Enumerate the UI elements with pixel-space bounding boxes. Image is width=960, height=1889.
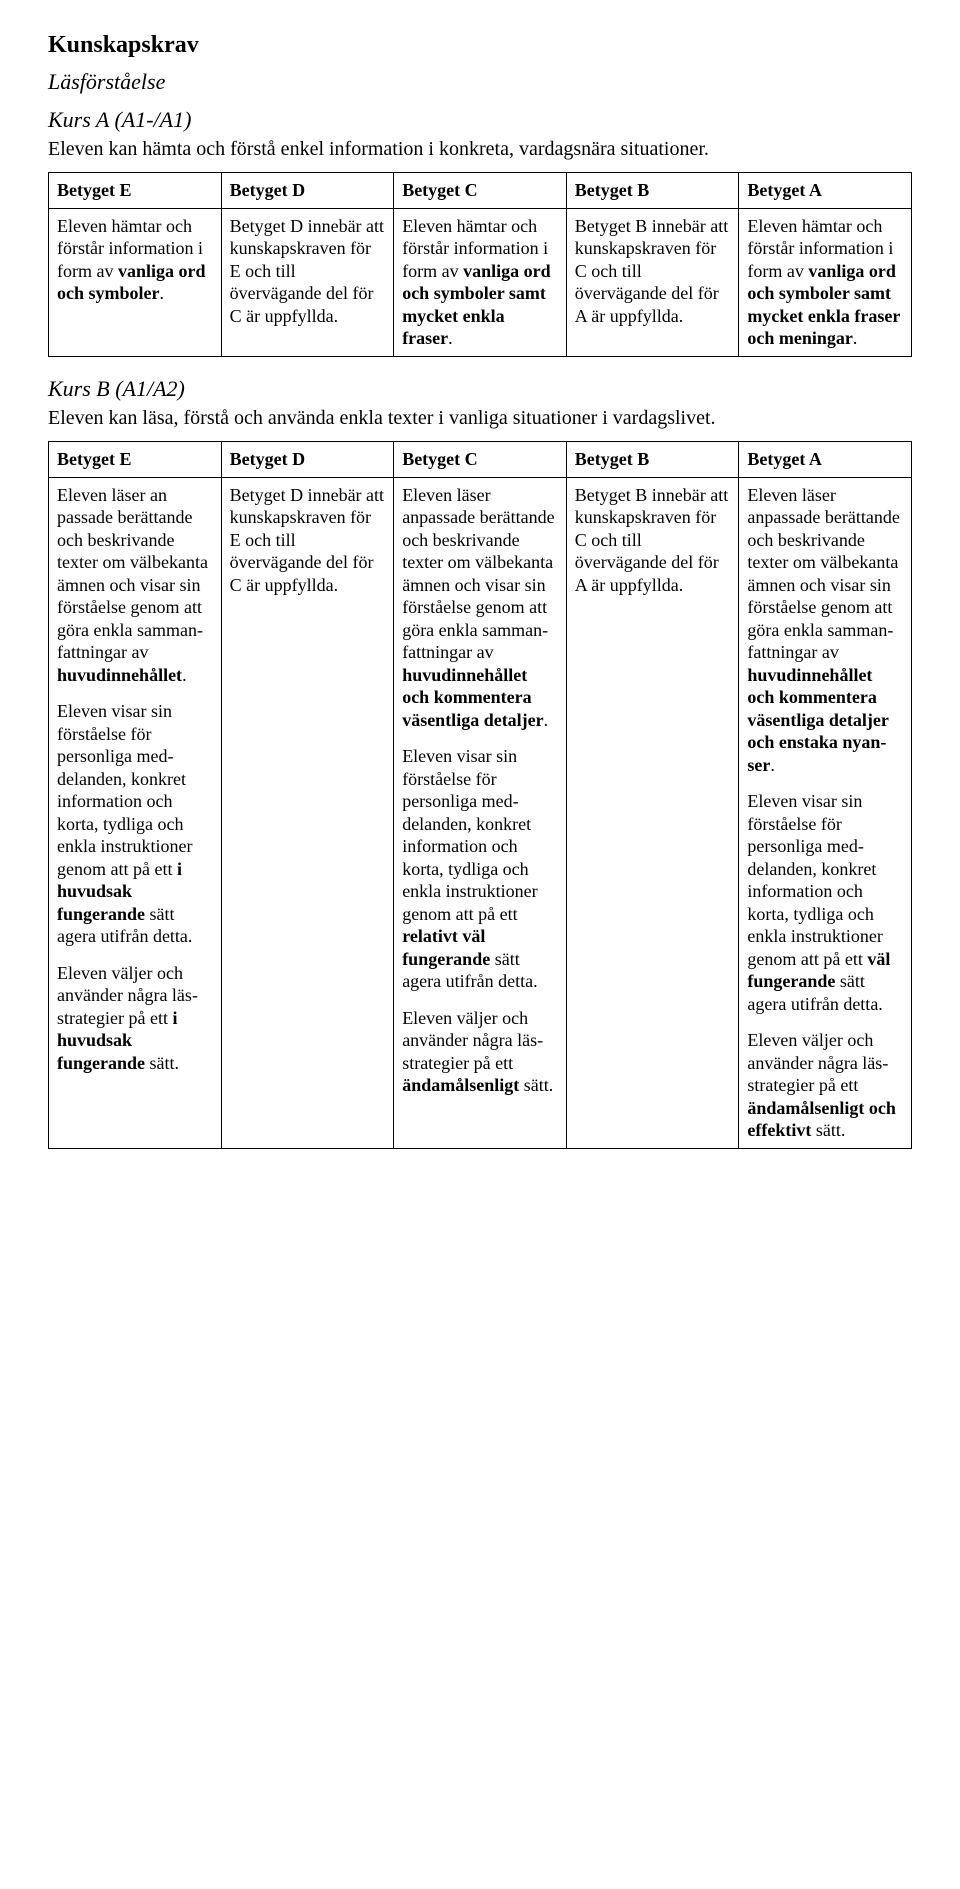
cell-text-bold: huvudinne­hållet [57, 665, 182, 685]
table-header-row: Betyget E Betyget D Betyget C Betyget B … [49, 442, 912, 478]
cell-a: Eleven hämtar och förstår in­formation i… [739, 208, 912, 356]
cell-text: delanden, kon [747, 859, 848, 879]
cell-text-bold: huvudinne­hållet och kommentera väsentli… [747, 665, 888, 775]
col-header-b: Betyget B [566, 173, 739, 209]
table-row: Eleven hämtar och förstår in­formation i… [49, 208, 912, 356]
kurs-a-heading: Kurs A (A1-/A1) [48, 106, 912, 134]
cell-b: Betyget B innebär att kunskapskraven för… [566, 208, 739, 356]
col-header-d: Betyget D [221, 442, 394, 478]
cell-text: . [160, 283, 165, 303]
cell-text-bold: relativt väl fungerande [402, 926, 490, 969]
cell-text: . [853, 328, 858, 348]
cell-c: Eleven hämtar och förstår in­formation i… [394, 208, 567, 356]
col-header-e: Betyget E [49, 442, 222, 478]
col-header-d: Betyget D [221, 173, 394, 209]
intro-text: tioner. [658, 138, 709, 160]
cell-text: Eleven väljer och använder några läs [747, 1030, 882, 1073]
kurs-b-intro: Eleven kan läsa, förstå och använda enkl… [48, 406, 912, 431]
cell-text: från detta. [810, 994, 883, 1014]
cell-text: delanden, kon [57, 769, 158, 789]
cell-text: fattningar av [57, 642, 148, 662]
cell-text: sätt. [145, 1053, 179, 1073]
intro-text: Eleven kan läsa, förstå och använda enkl… [48, 407, 638, 429]
cell-d: Betyget D innebär att kunskapskraven för… [221, 208, 394, 356]
col-header-a: Betyget A [739, 173, 912, 209]
col-header-a: Betyget A [739, 442, 912, 478]
cell-text: Eleven läser anpassade berät [402, 485, 515, 528]
cell-text: Eleven visar sin förståelse för personli… [402, 746, 517, 811]
cell-text-bold: ändamålsenligt [402, 1075, 519, 1095]
cell-text: sätt. [519, 1075, 553, 1095]
table-header-row: Betyget E Betyget D Betyget C Betyget B … [49, 173, 912, 209]
intro-text: dagslivet. [638, 407, 715, 429]
kurs-b-table: Betyget E Betyget D Betyget C Betyget B … [48, 441, 912, 1149]
col-header-e: Betyget E [49, 173, 222, 209]
col-header-c: Betyget C [394, 442, 567, 478]
table-row: Eleven läser an​passade berät­tande och … [49, 477, 912, 1148]
cell-a: Eleven läser anpassade berät­tande och b… [739, 477, 912, 1148]
cell-text: fattningar av [747, 642, 838, 662]
kurs-b-heading: Kurs B (A1/A2) [48, 375, 912, 403]
cell-text: strategier på ett [747, 1075, 858, 1095]
cell-d: Betyget D innebär att kunskapskraven för… [221, 477, 394, 1148]
intro-text: Eleven kan hämta och förstå enkel inform… [48, 138, 658, 160]
page-title: Kunskapskrav [48, 30, 912, 60]
cell-text: . [770, 755, 775, 775]
cell-text: fattningar av [402, 642, 493, 662]
col-header-b: Betyget B [566, 442, 739, 478]
cell-text: Eleven visar sin förståelse för personli… [747, 791, 862, 856]
cell-text: passade berät [57, 507, 153, 527]
kurs-a-intro: Eleven kan hämta och förstå enkel inform… [48, 137, 912, 162]
cell-e: Eleven läser an​passade berät­tande och … [49, 477, 222, 1148]
section-subhead: Läsförståelse [48, 68, 912, 96]
cell-text: . [182, 665, 187, 685]
cell-text: strategier på ett [57, 1008, 172, 1028]
cell-text: Eleven visar sin förståelse för personli… [57, 701, 172, 766]
cell-c: Eleven läser anpassade berät­tande och b… [394, 477, 567, 1148]
cell-text: sätt. [811, 1120, 845, 1140]
cell-text: . [448, 328, 453, 348]
cell-text: . [544, 710, 549, 730]
cell-e: Eleven hämtar och förstår in­formation i… [49, 208, 222, 356]
cell-text: Eleven läser anpassade berät [747, 485, 860, 528]
cell-text-bold: huvudinne­hållet och kommentera väsentli… [402, 665, 543, 730]
cell-text: Eleven väljer och använder några läs [57, 963, 192, 1006]
kurs-a-table: Betyget E Betyget D Betyget C Betyget B … [48, 172, 912, 357]
col-header-c: Betyget C [394, 173, 567, 209]
cell-text: strategier på ett [402, 1053, 513, 1073]
cell-text: Eleven läser an [57, 485, 167, 505]
cell-b: Betyget B innebär att kunskapskraven för… [566, 477, 739, 1148]
cell-text: delanden, kon [402, 814, 503, 834]
cell-text: Eleven väljer och använder några läs [402, 1008, 537, 1051]
